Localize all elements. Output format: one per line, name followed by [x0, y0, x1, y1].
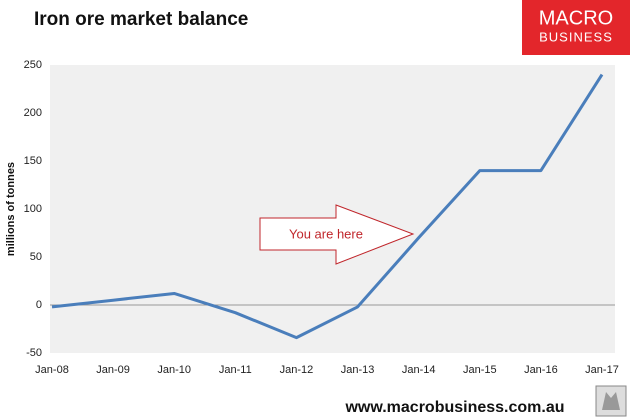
- y-tick-label: 150: [24, 155, 42, 167]
- y-axis-label: millions of tonnes: [5, 162, 17, 256]
- logo-box: [522, 0, 630, 55]
- chart-title: Iron ore market balance: [34, 9, 248, 30]
- x-tick-label: Jan-08: [35, 364, 69, 376]
- x-tick-label: Jan-11: [219, 364, 252, 376]
- y-tick-label: 250: [24, 59, 42, 71]
- logo-icon: [602, 392, 620, 410]
- x-tick-label: Jan-13: [341, 364, 375, 376]
- logo-text: BUSINESS: [539, 29, 613, 44]
- x-tick-label: Jan-09: [96, 364, 130, 376]
- annotation-arrow: [259, 204, 415, 265]
- y-tick-label: 0: [36, 299, 42, 311]
- annotation: You are here: [289, 226, 363, 241]
- plot-area: [50, 65, 615, 353]
- x-tick-label: Jan-12: [280, 364, 314, 376]
- y-tick-label: 50: [30, 251, 42, 263]
- footer: www.macrobusiness.com.au: [344, 399, 564, 416]
- y-tick-label: 200: [24, 107, 42, 119]
- x-tick-label: Jan-14: [402, 364, 436, 376]
- x-tick-label: Jan-10: [157, 364, 191, 376]
- x-tick-label: Jan-16: [524, 364, 558, 376]
- data-line: [51, 73, 604, 340]
- y-tick-label: -50: [26, 347, 42, 359]
- logo-text: MACRO: [539, 7, 613, 29]
- y-tick-label: 100: [24, 203, 42, 215]
- x-tick-label: Jan-15: [463, 364, 497, 376]
- x-tick-label: Jan-17: [585, 364, 619, 376]
